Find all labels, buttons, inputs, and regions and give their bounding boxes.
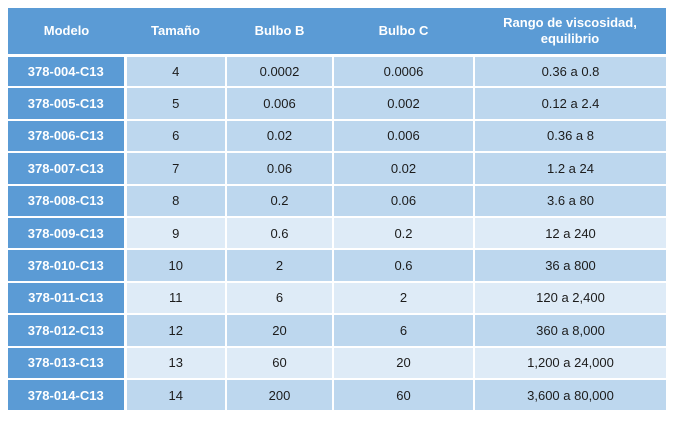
cell-rango: 0.36 a 8 (474, 119, 666, 154)
header-row: Modelo Tamaño Bulbo B Bulbo C Rango de v… (8, 8, 666, 57)
table-row: 378-013-C13 13 60 20 1,200 a 24,000 (8, 346, 666, 380)
cell-rango: 360 a 8,000 (474, 314, 666, 348)
cell-tamano: 14 (125, 378, 227, 413)
cell-modelo: 378-006-C13 (8, 119, 127, 154)
cell-bulbo-c: 6 (333, 314, 475, 348)
cell-tamano: 4 (125, 55, 227, 89)
cell-modelo: 378-012-C13 (8, 314, 127, 348)
cell-bulbo-c: 0.6 (333, 249, 475, 283)
cell-rango: 0.12 a 2.4 (474, 87, 666, 121)
cell-rango: 1,200 a 24,000 (474, 346, 666, 380)
cell-tamano: 5 (125, 87, 227, 121)
cell-tamano: 6 (125, 119, 227, 154)
viscosity-table: Modelo Tamaño Bulbo B Bulbo C Rango de v… (8, 8, 666, 413)
cell-modelo: 378-004-C13 (8, 55, 127, 89)
cell-modelo: 378-009-C13 (8, 216, 127, 251)
cell-bulbo-b: 0.2 (226, 184, 334, 218)
cell-tamano: 11 (125, 281, 227, 316)
cell-bulbo-c: 20 (333, 346, 475, 380)
cell-bulbo-b: 20 (226, 314, 334, 348)
page: Modelo Tamaño Bulbo B Bulbo C Rango de v… (8, 8, 666, 413)
cell-bulbo-c: 60 (333, 378, 475, 413)
cell-bulbo-c: 0.06 (333, 184, 475, 218)
cell-bulbo-b: 0.06 (226, 152, 334, 186)
cell-bulbo-c: 0.002 (333, 87, 475, 121)
table-row: 378-006-C13 6 0.02 0.006 0.36 a 8 (8, 119, 666, 154)
table-row: 378-009-C13 9 0.6 0.2 12 a 240 (8, 216, 666, 251)
cell-tamano: 7 (125, 152, 227, 186)
cell-bulbo-b: 0.006 (226, 87, 334, 121)
cell-bulbo-b: 2 (226, 249, 334, 283)
cell-modelo: 378-010-C13 (8, 249, 127, 283)
cell-rango: 3,600 a 80,000 (474, 378, 666, 413)
cell-rango: 1.2 a 24 (474, 152, 666, 186)
cell-rango: 12 a 240 (474, 216, 666, 251)
cell-bulbo-b: 6 (226, 281, 334, 316)
table-row: 378-007-C13 7 0.06 0.02 1.2 a 24 (8, 152, 666, 186)
cell-modelo: 378-008-C13 (8, 184, 127, 218)
cell-tamano: 12 (125, 314, 227, 348)
table-row: 378-014-C13 14 200 60 3,600 a 80,000 (8, 378, 666, 413)
cell-modelo: 378-014-C13 (8, 378, 127, 413)
column-header-bulbo-b: Bulbo B (226, 8, 333, 57)
cell-bulbo-c: 0.02 (333, 152, 475, 186)
table-row: 378-010-C13 10 2 0.6 36 a 800 (8, 249, 666, 283)
cell-modelo: 378-007-C13 (8, 152, 127, 186)
cell-modelo: 378-005-C13 (8, 87, 127, 121)
cell-modelo: 378-013-C13 (8, 346, 127, 380)
cell-bulbo-c: 0.2 (333, 216, 475, 251)
column-header-tamano: Tamaño (125, 8, 226, 57)
cell-bulbo-b: 200 (226, 378, 334, 413)
cell-rango: 120 a 2,400 (474, 281, 666, 316)
cell-tamano: 13 (125, 346, 227, 380)
cell-bulbo-b: 0.0002 (226, 55, 334, 89)
table-row: 378-004-C13 4 0.0002 0.0006 0.36 a 0.8 (8, 55, 666, 89)
table-row: 378-011-C13 11 6 2 120 a 2,400 (8, 281, 666, 316)
cell-tamano: 9 (125, 216, 227, 251)
cell-bulbo-c: 0.006 (333, 119, 475, 154)
cell-bulbo-b: 0.6 (226, 216, 334, 251)
column-header-bulbo-c: Bulbo C (333, 8, 474, 57)
column-header-rango: Rango de viscosidad, equilibrio (474, 8, 666, 57)
cell-rango: 0.36 a 0.8 (474, 55, 666, 89)
cell-bulbo-b: 60 (226, 346, 334, 380)
cell-tamano: 8 (125, 184, 227, 218)
cell-bulbo-b: 0.02 (226, 119, 334, 154)
cell-bulbo-c: 2 (333, 281, 475, 316)
column-header-modelo: Modelo (8, 8, 125, 57)
table-header: Modelo Tamaño Bulbo B Bulbo C Rango de v… (8, 8, 666, 57)
cell-tamano: 10 (125, 249, 227, 283)
table-row: 378-008-C13 8 0.2 0.06 3.6 a 80 (8, 184, 666, 218)
cell-rango: 3.6 a 80 (474, 184, 666, 218)
cell-modelo: 378-011-C13 (8, 281, 127, 316)
cell-bulbo-c: 0.0006 (333, 55, 475, 89)
table-row: 378-012-C13 12 20 6 360 a 8,000 (8, 314, 666, 348)
table-body: 378-004-C13 4 0.0002 0.0006 0.36 a 0.8 3… (8, 55, 666, 413)
table-row: 378-005-C13 5 0.006 0.002 0.12 a 2.4 (8, 87, 666, 121)
cell-rango: 36 a 800 (474, 249, 666, 283)
